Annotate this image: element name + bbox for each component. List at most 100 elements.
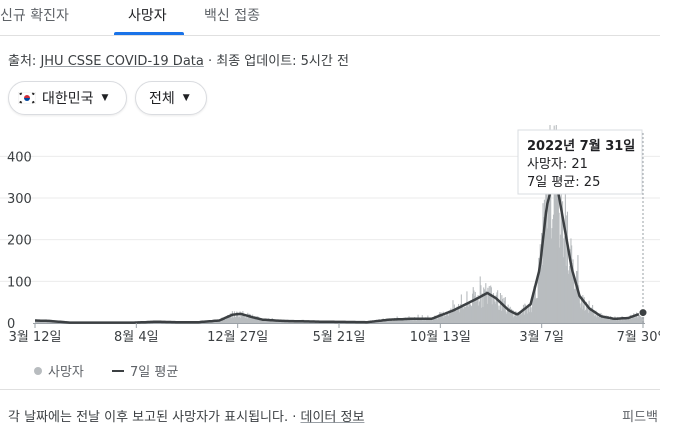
daily-deaths-bar — [634, 316, 636, 323]
daily-deaths-bar — [553, 125, 555, 323]
daily-deaths-bar — [400, 318, 402, 323]
daily-deaths-bar — [482, 307, 484, 323]
daily-deaths-bar — [383, 320, 385, 323]
daily-deaths-bar — [570, 238, 572, 323]
daily-deaths-bar — [547, 162, 549, 323]
daily-deaths-bar — [448, 316, 450, 323]
daily-deaths-bar — [231, 311, 233, 323]
daily-deaths-bar — [610, 316, 612, 323]
daily-deaths-bar — [264, 319, 266, 323]
daily-deaths-bar — [404, 318, 406, 323]
daily-deaths-bar — [224, 318, 226, 323]
average-legend-marker — [112, 369, 124, 372]
daily-deaths-bar — [618, 320, 620, 323]
daily-deaths-bar — [633, 313, 635, 323]
data-info-link[interactable]: 데이터 정보 — [300, 410, 365, 425]
daily-deaths-bar — [582, 295, 584, 323]
daily-deaths-bar — [512, 310, 514, 323]
daily-deaths-bar — [468, 302, 470, 323]
daily-deaths-bar — [391, 321, 393, 323]
daily-deaths-bar — [628, 317, 630, 323]
daily-deaths-bar — [450, 308, 452, 323]
daily-deaths-bar — [608, 320, 610, 323]
daily-deaths-bar — [611, 317, 613, 323]
daily-deaths-bar — [495, 303, 497, 323]
tab-new-cases[interactable]: 신규 확진자 — [0, 8, 69, 24]
daily-deaths-bar — [548, 175, 550, 323]
tooltip-box — [517, 129, 643, 195]
update-time: · 최종 업데이트: 5시간 전 — [203, 54, 349, 69]
daily-deaths-bar — [267, 319, 269, 323]
daily-deaths-bar — [251, 316, 253, 323]
tab-vaccinations[interactable]: 백신 접종 — [204, 8, 260, 24]
daily-deaths-bar — [238, 316, 240, 323]
daily-deaths-bar — [41, 321, 44, 323]
daily-deaths-bar — [380, 321, 382, 323]
daily-deaths-bar — [425, 317, 427, 323]
daily-deaths-bar — [480, 285, 482, 323]
feedback-link[interactable]: 피드백 — [622, 410, 658, 425]
country-dropdown[interactable]: 대한민국 ▼ — [8, 81, 127, 115]
daily-deaths-bar — [606, 315, 608, 323]
daily-deaths-bar — [260, 318, 262, 323]
daily-deaths-bar — [238, 317, 240, 323]
daily-deaths-bar — [457, 308, 459, 323]
range-label: 전체 — [149, 91, 175, 107]
daily-deaths-bar — [440, 312, 442, 323]
daily-deaths-bar — [508, 307, 511, 323]
y-tick-label: 200 — [7, 234, 32, 249]
daily-deaths-bar — [513, 315, 515, 323]
daily-deaths-bar — [252, 314, 254, 323]
daily-deaths-bar — [236, 311, 238, 323]
daily-deaths-bar — [608, 316, 610, 323]
source-line: 출처: JHU CSSE COVID-19 Data · 최종 업데이트: 5시… — [8, 50, 349, 69]
daily-deaths-bar — [407, 319, 409, 323]
daily-deaths-bar — [259, 319, 261, 323]
x-tick-label: 12월 27일 — [207, 330, 268, 345]
daily-deaths-bar — [587, 312, 589, 323]
daily-deaths-bar — [556, 152, 558, 323]
daily-deaths-bar — [626, 318, 628, 323]
daily-deaths-bar — [502, 304, 504, 323]
daily-deaths-bar — [265, 320, 267, 323]
daily-deaths-bar — [436, 317, 438, 323]
daily-deaths-bar — [603, 316, 605, 323]
daily-deaths-bar — [561, 218, 563, 323]
daily-deaths-bar — [575, 271, 578, 323]
daily-deaths-bar — [520, 314, 522, 323]
daily-deaths-bar — [581, 309, 583, 323]
range-dropdown[interactable]: 전체 ▼ — [135, 81, 207, 115]
daily-deaths-bar — [574, 288, 576, 323]
daily-deaths-bar — [508, 310, 510, 323]
daily-deaths-bar — [640, 317, 643, 323]
daily-deaths-bar — [266, 320, 268, 323]
daily-deaths-bar — [262, 319, 264, 323]
daily-deaths-bar — [453, 304, 455, 323]
daily-deaths-bar — [276, 321, 278, 323]
daily-deaths-bar — [230, 313, 232, 323]
daily-deaths-bar — [411, 318, 413, 323]
daily-deaths-bar — [229, 314, 231, 323]
country-label: 대한민국 — [42, 91, 94, 107]
daily-deaths-bar — [438, 314, 440, 323]
daily-deaths-bar — [441, 315, 443, 323]
daily-deaths-bar — [615, 319, 617, 323]
daily-deaths-bar — [622, 316, 624, 323]
daily-deaths-bar — [387, 319, 389, 323]
deaths-chart[interactable]: 0 100 200 300 400 3월 12일 8월 4일 12월 27일 5월 21일 10월… — [0, 125, 660, 350]
source-link[interactable]: JHU CSSE COVID-19 Data — [40, 54, 204, 69]
daily-deaths-bar — [463, 304, 465, 323]
daily-deaths-bar — [612, 318, 615, 323]
daily-deaths-bar — [402, 318, 404, 323]
daily-deaths-bar — [552, 214, 555, 323]
daily-deaths-bar — [483, 287, 485, 323]
daily-deaths-bar — [515, 311, 517, 323]
daily-deaths-bar — [462, 307, 464, 323]
daily-deaths-bar — [390, 318, 392, 323]
daily-deaths-bar — [565, 265, 567, 323]
tab-deaths[interactable]: 사망자 — [128, 8, 167, 24]
daily-deaths-bar — [37, 321, 39, 323]
daily-deaths-bar — [224, 319, 226, 323]
daily-deaths-bar — [415, 320, 417, 323]
